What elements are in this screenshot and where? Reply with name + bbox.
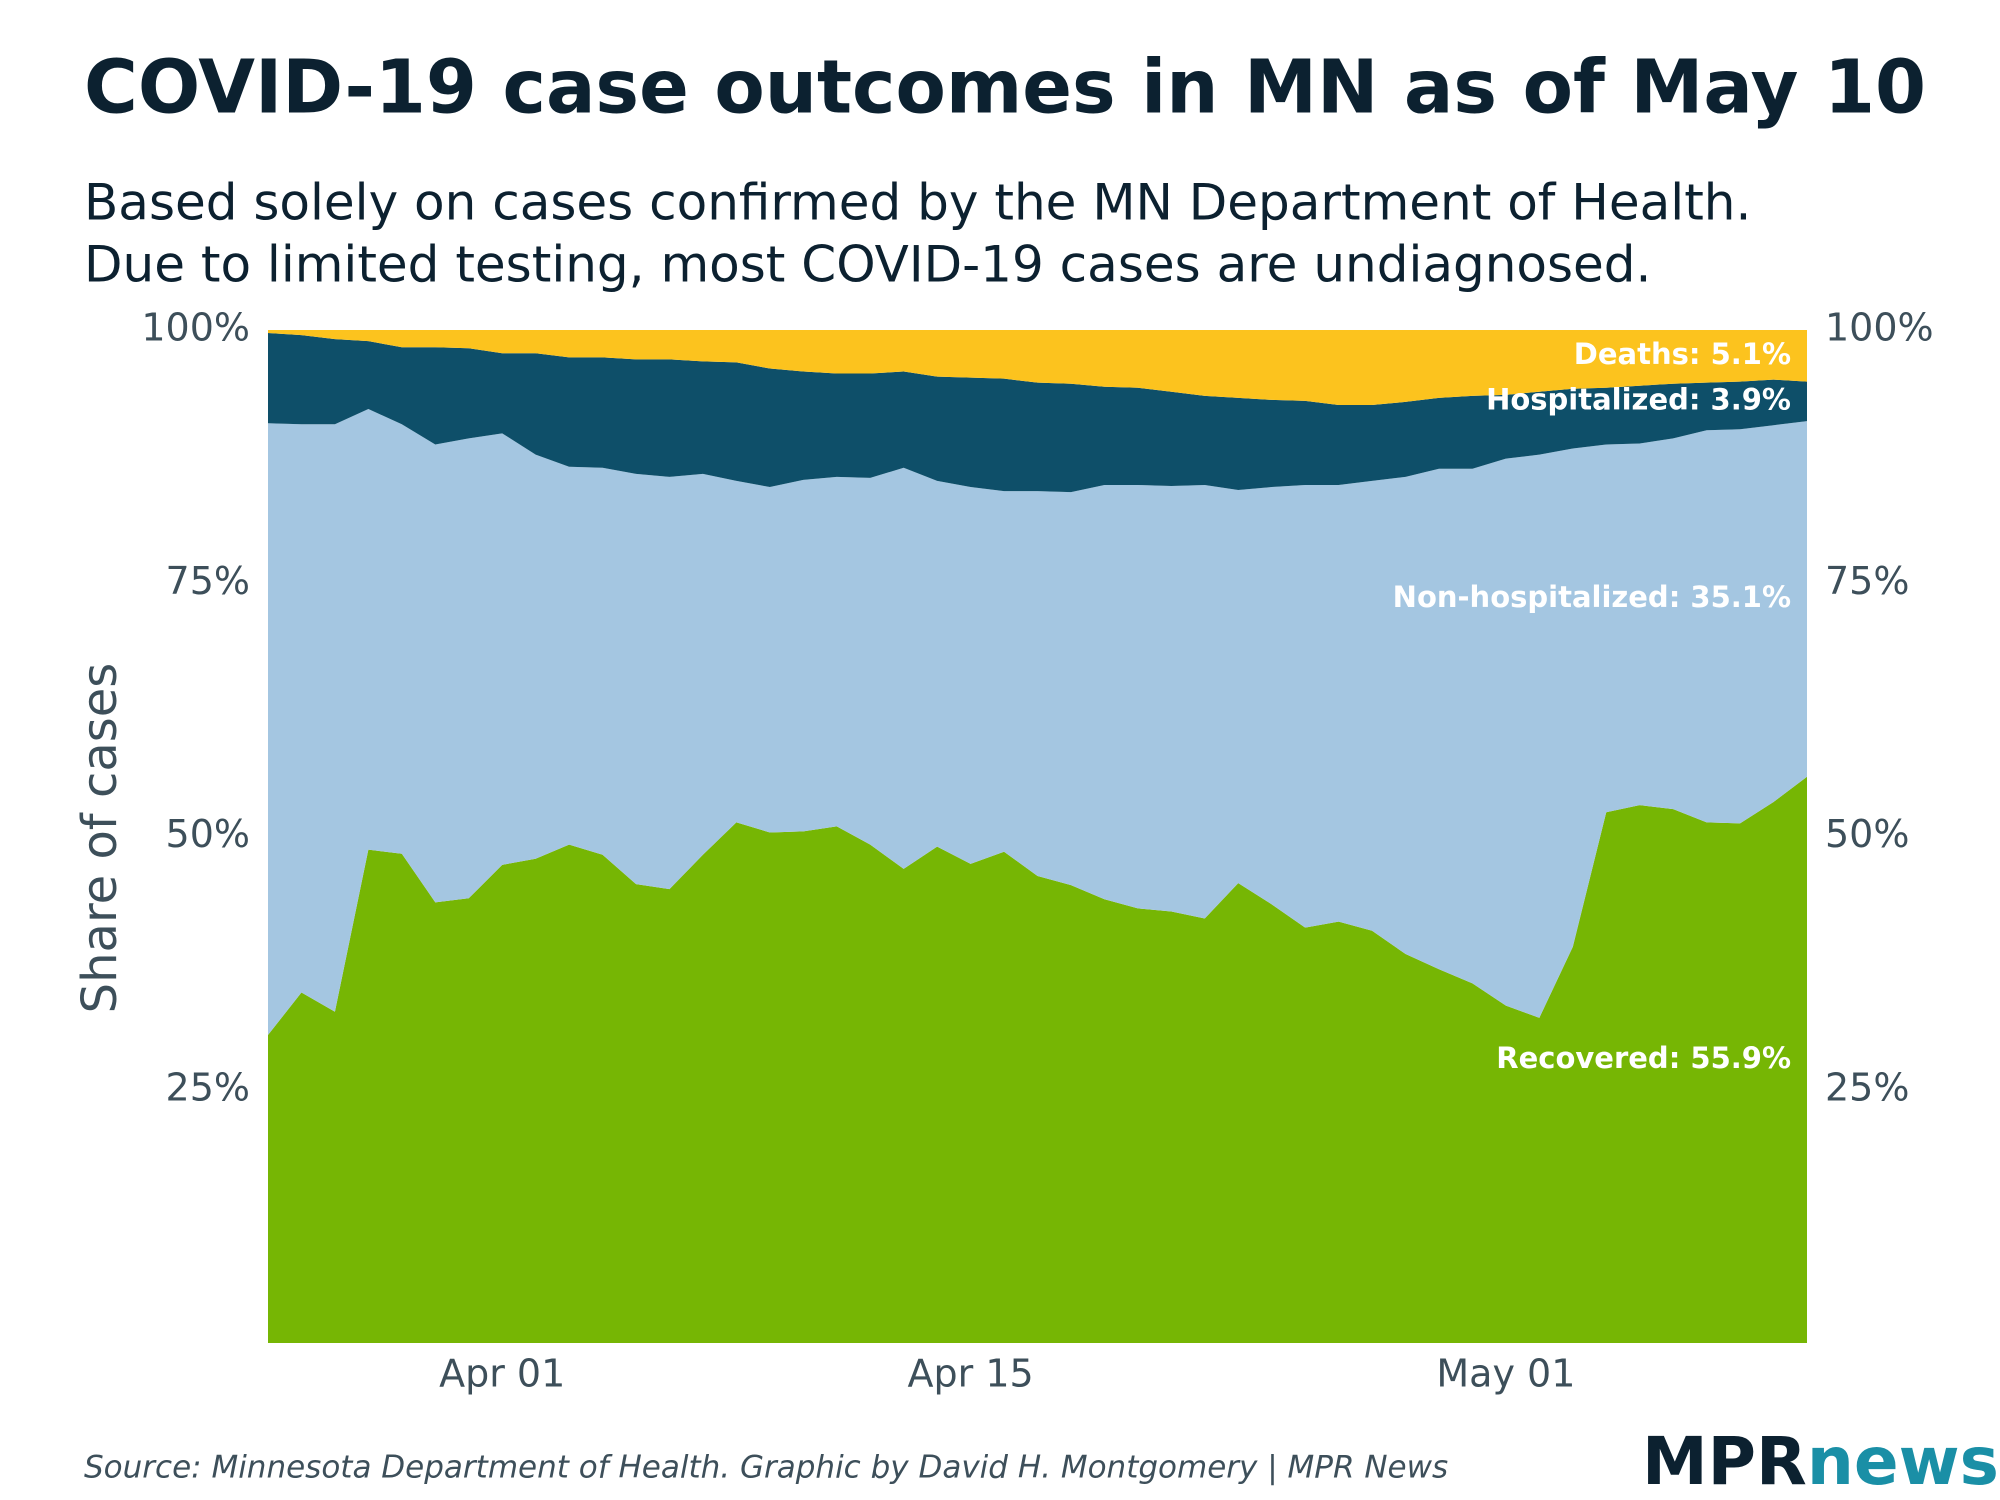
- subtitle: Based solely on cases confirmed by the M…: [84, 174, 1751, 232]
- area: [268, 409, 1807, 1036]
- y-tick-label: 50%: [166, 812, 250, 856]
- end-label: Non-hospitalized: 35.1%: [1393, 580, 1791, 614]
- logo-left: MPR: [1642, 1423, 1807, 1500]
- area: [268, 776, 1807, 1343]
- end-label: Recovered: 55.9%: [1496, 1041, 1791, 1075]
- logo: MPRnews: [1642, 1423, 1999, 1500]
- subtitle: Due to limited testing, most COVID-19 ca…: [84, 236, 1651, 294]
- area: [268, 330, 1807, 405]
- y2-tick-label: 75%: [1825, 559, 1909, 603]
- end-label: Deaths: 5.1%: [1574, 337, 1791, 371]
- y-tick-label: 75%: [166, 559, 250, 603]
- y-tick-label: 25%: [166, 1065, 250, 1109]
- end-label: Hospitalized: 3.9%: [1486, 382, 1791, 416]
- source: Source: Minnesota Department of Health. …: [84, 1450, 1448, 1486]
- y2-tick-label: 50%: [1825, 812, 1909, 856]
- y2-tick-label: 100%: [1825, 306, 1934, 350]
- y2-tick-label: 25%: [1825, 1065, 1909, 1109]
- y-tick-label: 100%: [141, 306, 250, 350]
- x-tick-label: Apr 01: [439, 1352, 565, 1396]
- area: [268, 333, 1807, 493]
- x-tick-label: May 01: [1436, 1352, 1575, 1396]
- chart-title: COVID-19 case outcomes in MN as of May 1…: [84, 45, 1926, 131]
- logo-right: news: [1807, 1423, 1999, 1500]
- y-axis-label: Share of cases: [72, 663, 128, 1014]
- x-tick-label: Apr 15: [908, 1352, 1034, 1396]
